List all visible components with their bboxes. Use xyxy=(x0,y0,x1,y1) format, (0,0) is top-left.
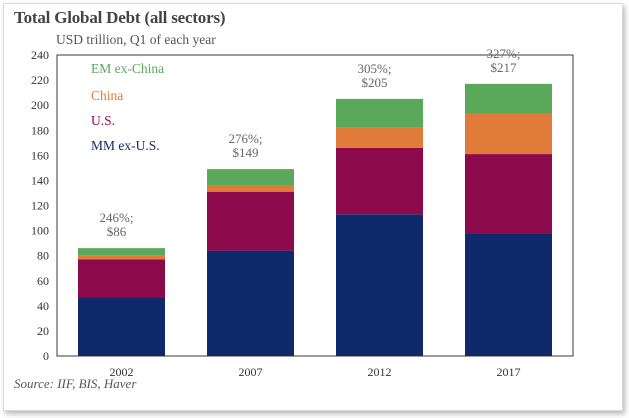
legend-entry: U.S. xyxy=(91,113,115,128)
legend-entry: EM ex-China xyxy=(91,61,164,76)
bar-annotation-total: $217 xyxy=(491,60,518,75)
bar-segment xyxy=(207,250,294,356)
bar-annotation-total: $205 xyxy=(362,75,388,90)
y-tick-label: 240 xyxy=(31,48,49,62)
legend-entry: China xyxy=(91,88,123,103)
y-tick-label: 0 xyxy=(43,349,49,363)
bar-segment xyxy=(78,259,165,298)
y-tick-label: 20 xyxy=(37,324,49,338)
bar-segment xyxy=(336,98,423,128)
x-tick-label: 2007 xyxy=(239,365,263,379)
legend-entry: MM ex-U.S. xyxy=(91,138,160,153)
y-tick-label: 160 xyxy=(31,148,49,162)
bar-annotation-pct: 305%; xyxy=(358,61,392,76)
bar-annotation-total: $149 xyxy=(233,145,259,160)
source-note: Source: IIF, BIS, Haver xyxy=(14,376,137,391)
x-tick-label: 2017 xyxy=(497,365,521,379)
y-tick-label: 140 xyxy=(31,173,49,187)
bar-segment xyxy=(336,214,423,356)
chart-title: Total Global Debt (all sectors) xyxy=(14,8,226,27)
bar-segment xyxy=(207,169,294,186)
bar-segment xyxy=(465,83,552,114)
bar-annotation-pct: 246%; xyxy=(100,210,134,225)
y-tick-label: 60 xyxy=(37,274,49,288)
y-tick-label: 220 xyxy=(31,73,49,87)
bar-segment xyxy=(465,233,552,356)
bar-segment xyxy=(78,248,165,256)
bar-segment xyxy=(336,127,423,148)
bar-segment xyxy=(78,255,165,260)
y-tick-label: 180 xyxy=(31,123,49,137)
y-tick-label: 80 xyxy=(37,249,49,263)
chart-subtitle: USD trillion, Q1 of each year xyxy=(56,32,216,47)
y-tick-label: 100 xyxy=(31,224,49,238)
bar-segment xyxy=(207,185,294,192)
y-tick-label: 40 xyxy=(37,299,49,313)
x-tick-label: 2002 xyxy=(110,365,134,379)
y-tick-label: 200 xyxy=(31,98,49,112)
bar-segment xyxy=(207,191,294,251)
x-tick-label: 2012 xyxy=(368,365,392,379)
y-tick-label: 120 xyxy=(31,199,49,213)
bar-annotation-pct: 276%; xyxy=(229,131,263,146)
bar-annotation-total: $86 xyxy=(107,224,127,239)
bar-segment xyxy=(78,297,165,356)
bar-segment xyxy=(465,154,552,234)
bar-segment xyxy=(336,147,423,215)
bar-annotation-pct: 327%; xyxy=(487,46,521,61)
bar-segment xyxy=(465,113,552,155)
plot-area xyxy=(56,54,574,357)
